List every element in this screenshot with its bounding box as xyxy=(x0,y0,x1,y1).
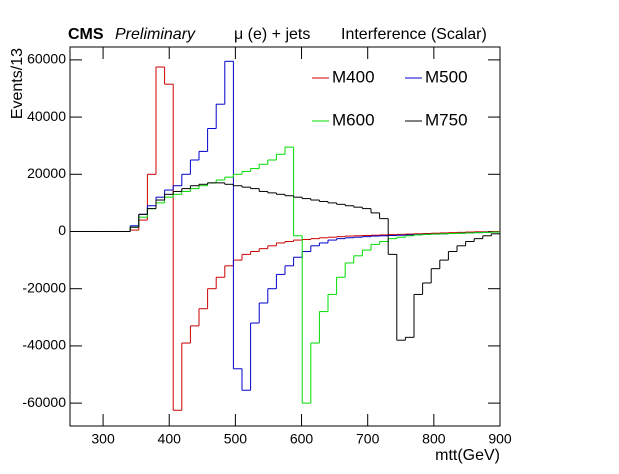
legend-label: M750 xyxy=(425,110,468,129)
x-tick-label: 400 xyxy=(158,431,182,447)
y-tick-label: 60000 xyxy=(27,51,66,67)
y-tick-label: -40000 xyxy=(22,337,66,353)
plot-frame xyxy=(69,46,501,427)
x-tick-label: 700 xyxy=(356,431,380,447)
legend-label: M600 xyxy=(332,110,375,129)
y-tick-label: 0 xyxy=(58,222,66,238)
y-tick-label: -60000 xyxy=(22,394,66,410)
legend-label: M400 xyxy=(332,67,375,86)
y-tick-label: 20000 xyxy=(27,165,66,181)
x-tick-label: 300 xyxy=(91,431,115,447)
x-axis-label: mtt(GeV) xyxy=(435,447,500,464)
x-tick-label: 600 xyxy=(290,431,314,447)
preliminary-label: Preliminary xyxy=(115,26,196,43)
cms-label: CMS xyxy=(68,26,104,43)
subtitle: Interference (Scalar) xyxy=(341,26,487,43)
channel-label: μ (e) + jets xyxy=(234,26,310,43)
x-tick-label: 900 xyxy=(488,431,512,447)
y-tick-label: -20000 xyxy=(22,279,66,295)
y-tick-label: 40000 xyxy=(27,108,66,124)
x-tick-label: 800 xyxy=(422,431,446,447)
legend-label: M500 xyxy=(425,67,468,86)
y-axis-label: Events/13 xyxy=(9,48,26,119)
x-tick-label: 500 xyxy=(224,431,248,447)
